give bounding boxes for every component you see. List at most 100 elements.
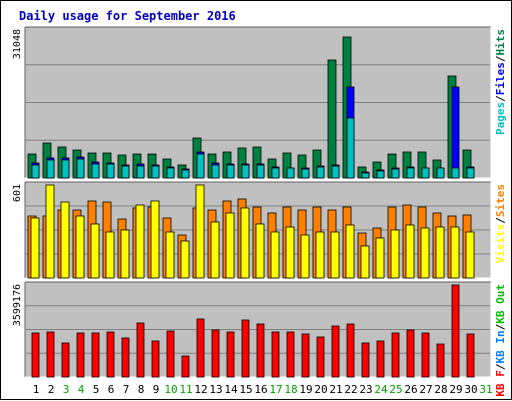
bar-visits-visits-day-26 xyxy=(405,224,415,279)
bar-visits-visits-day-13 xyxy=(210,221,220,279)
bar-visits-visits-day-29 xyxy=(450,226,460,279)
legend-entry: / xyxy=(494,323,507,330)
bar-kbytes-kb-f-day-14 xyxy=(226,331,235,378)
x-axis-day-labels: 1 2 3 4 5 6 7 8 9 10 11 12 13 14 15 16 17 18 19 20 21 22 23 24 2… xyxy=(33,383,493,396)
bar-hits-pages-day-27 xyxy=(421,167,430,179)
panel-visits-scale-label: 601 xyxy=(12,184,23,202)
bar-kbytes-kb-f-day-3 xyxy=(61,342,70,378)
bar-visits-visits-day-3 xyxy=(60,201,70,279)
legend-entry: Sites xyxy=(494,184,507,217)
bar-hits-pages-day-6 xyxy=(106,163,115,179)
bar-visits-visits-day-2 xyxy=(45,184,55,279)
panel-visits: 601 Visits/Sites xyxy=(12,181,507,279)
bar-hits-pages-day-2 xyxy=(46,159,55,179)
bar-visits-visits-day-4 xyxy=(75,215,85,279)
legend-entry: / xyxy=(494,217,507,224)
bar-hits-pages-day-14 xyxy=(226,164,235,179)
bar-hits-files-day-29 xyxy=(451,86,460,179)
bar-kbytes-kb-f-day-28 xyxy=(436,343,445,378)
legend-entry: / xyxy=(494,95,507,102)
x-tick-day-8: 8 xyxy=(138,383,145,396)
bar-visits-visits-day-9 xyxy=(150,200,160,279)
panel-kbytes-scale-label: 3599176 xyxy=(12,284,23,326)
legend-entry: Hits xyxy=(494,29,507,56)
bar-kbytes-kb-f-day-1 xyxy=(31,332,40,378)
bar-visits-visits-day-16 xyxy=(255,223,265,279)
bar-hits-pages-day-26 xyxy=(406,167,415,179)
x-tick-day-24: 24 xyxy=(374,383,388,396)
x-tick-day-10: 10 xyxy=(164,383,177,396)
x-tick-day-15: 15 xyxy=(239,383,252,396)
bar-kbytes-kb-f-day-6 xyxy=(106,331,115,378)
bar-hits-pages-day-12 xyxy=(196,153,205,179)
x-tick-day-19: 19 xyxy=(299,383,312,396)
bar-hits-pages-day-23 xyxy=(361,172,370,179)
bar-visits-visits-day-22 xyxy=(345,224,355,279)
bar-kbytes-kb-f-day-11 xyxy=(181,355,190,378)
x-tick-day-25: 25 xyxy=(389,383,402,396)
bar-kbytes-kb-f-day-13 xyxy=(211,329,220,378)
bar-visits-visits-day-24 xyxy=(375,237,385,279)
bar-kbytes-kb-f-day-20 xyxy=(316,336,325,378)
bar-hits-pages-day-9 xyxy=(151,165,160,179)
bar-hits-pages-day-25 xyxy=(391,168,400,179)
x-tick-day-21: 21 xyxy=(329,383,342,396)
panel-visits-legend: Visits/Sites xyxy=(494,184,507,264)
x-tick-day-26: 26 xyxy=(404,383,417,396)
bar-visits-visits-day-6 xyxy=(105,231,115,279)
bar-visits-visits-day-17 xyxy=(270,231,280,279)
bar-kbytes-kb-f-day-19 xyxy=(301,333,310,378)
bar-kbytes-kb-f-day-16 xyxy=(256,323,265,378)
legend-entry: KB F xyxy=(494,370,507,397)
bar-hits-pages-day-8 xyxy=(136,165,145,179)
bar-hits-pages-day-17 xyxy=(271,167,280,179)
panel-hits-legend: Pages/Files/Hits xyxy=(494,29,507,135)
bar-hits-pages-day-16 xyxy=(256,164,265,179)
bar-kbytes-kb-f-day-21 xyxy=(331,325,340,378)
bar-kbytes-kb-f-day-23 xyxy=(361,342,370,378)
bar-kbytes-kb-f-day-30 xyxy=(466,333,475,378)
x-tick-day-30: 30 xyxy=(464,383,477,396)
x-tick-day-11: 11 xyxy=(179,383,192,396)
x-tick-day-9: 9 xyxy=(153,383,160,396)
bar-visits-visits-day-12 xyxy=(195,184,205,279)
bar-hits-pages-day-21 xyxy=(331,165,340,179)
panel-hits-scale-label: 31048 xyxy=(12,29,23,59)
bar-hits-pages-day-20 xyxy=(316,166,325,179)
x-tick-day-3: 3 xyxy=(63,383,70,396)
bar-kbytes-kb-f-day-8 xyxy=(136,322,145,378)
bar-kbytes-kb-f-day-12 xyxy=(196,318,205,378)
bar-hits-pages-day-1 xyxy=(31,164,40,179)
bar-hits-pages-day-15 xyxy=(241,164,250,179)
bar-kbytes-kb-f-day-10 xyxy=(166,330,175,378)
bar-kbytes-kb-f-day-17 xyxy=(271,331,280,378)
bar-visits-visits-day-14 xyxy=(225,212,235,279)
x-tick-day-7: 7 xyxy=(123,383,130,396)
bar-hits-pages-day-7 xyxy=(121,165,130,179)
bar-visits-visits-day-20 xyxy=(315,231,325,279)
bar-kbytes-kb-f-day-9 xyxy=(151,340,160,378)
legend-entry: Files xyxy=(494,62,507,95)
bar-kbytes-kb-f-day-26 xyxy=(406,329,415,378)
bar-hits-pages-day-13 xyxy=(211,164,220,179)
legend-entry: Pages xyxy=(494,102,507,135)
bar-hits-pages-day-30 xyxy=(466,167,475,179)
x-tick-day-12: 12 xyxy=(194,383,207,396)
bar-visits-visits-day-30 xyxy=(465,231,475,279)
bar-kbytes-kb-f-day-4 xyxy=(76,332,85,378)
bar-visits-visits-day-5 xyxy=(90,223,100,279)
x-tick-day-1: 1 xyxy=(33,383,40,396)
x-tick-day-18: 18 xyxy=(284,383,297,396)
x-tick-day-29: 29 xyxy=(449,383,462,396)
bar-hits-pages-day-10 xyxy=(166,167,175,179)
x-tick-day-5: 5 xyxy=(93,383,100,396)
x-tick-day-28: 28 xyxy=(434,383,447,396)
legend-entry: / xyxy=(494,55,507,62)
bar-hits-pages-day-11 xyxy=(181,169,190,179)
bar-kbytes-kb-f-day-24 xyxy=(376,340,385,378)
bar-hits-pages-day-28 xyxy=(436,167,445,179)
x-tick-day-6: 6 xyxy=(108,383,115,396)
panel-kbytes-legend: KB F/KB In/KB Out xyxy=(494,284,507,397)
